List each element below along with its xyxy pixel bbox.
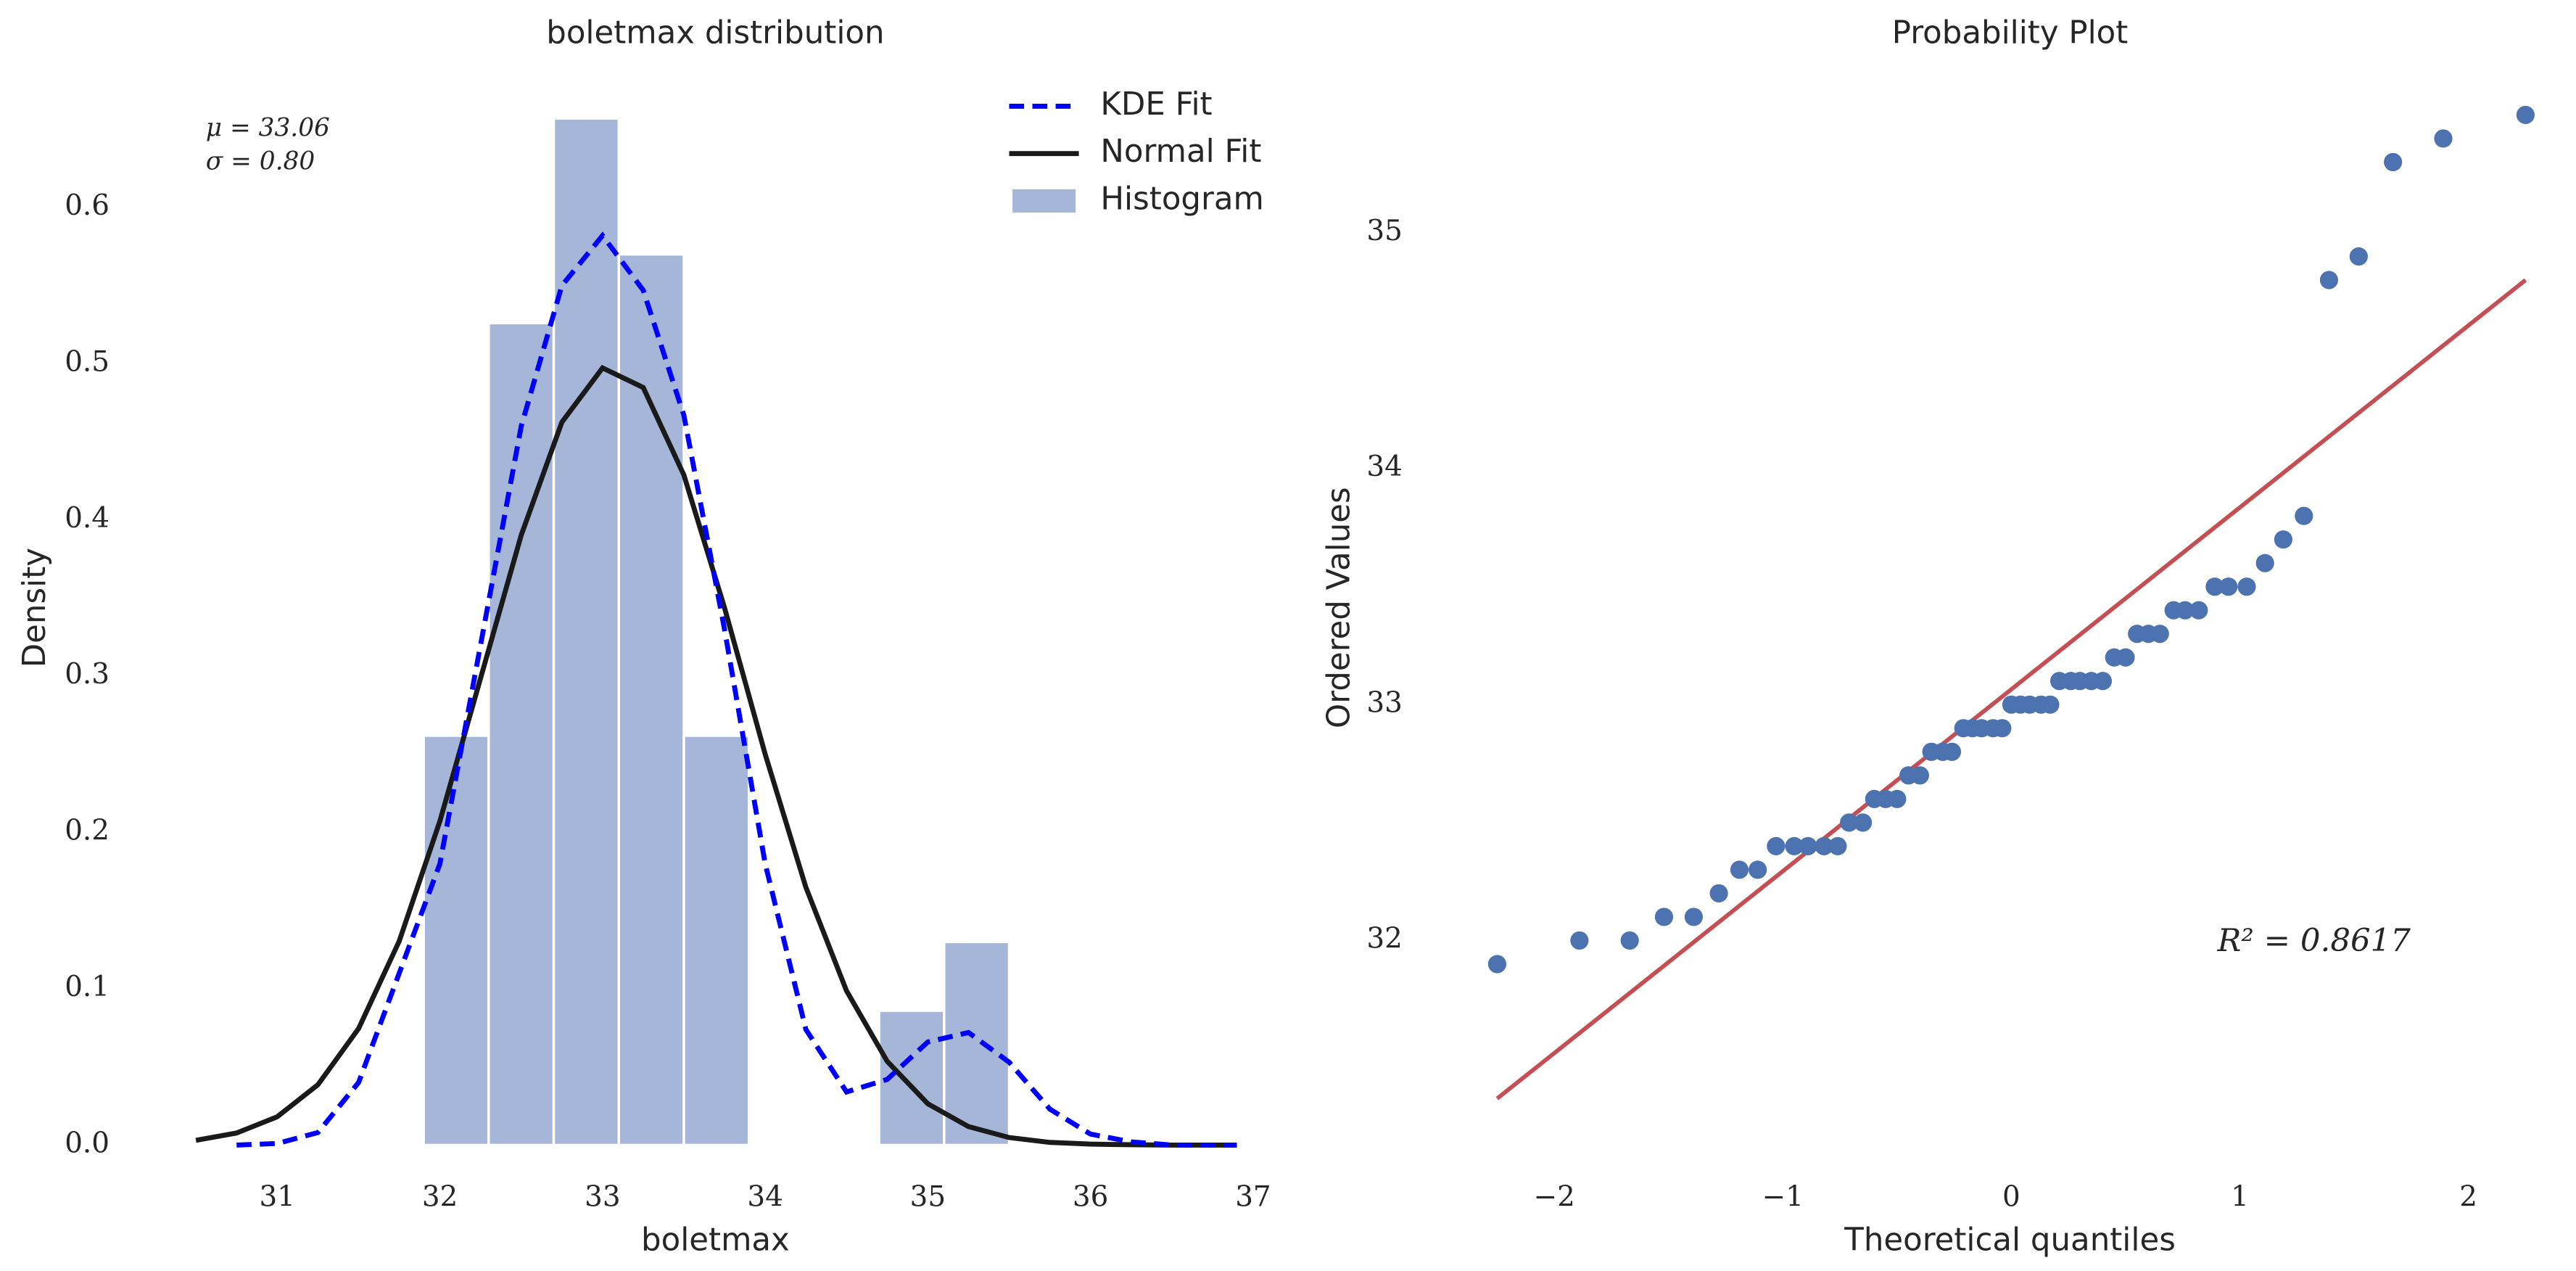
data-point bbox=[1709, 884, 1728, 902]
legend-label: KDE Fit bbox=[1100, 86, 1212, 123]
y-tick-label: 34 bbox=[1366, 451, 1402, 483]
chart-title: Probability Plot bbox=[1892, 15, 2129, 52]
data-point bbox=[1799, 836, 1817, 855]
data-point bbox=[2205, 577, 2224, 596]
x-tick-label: 34 bbox=[747, 1180, 783, 1213]
x-tick-label: 0 bbox=[2002, 1180, 2020, 1213]
x-tick-label: −1 bbox=[1762, 1180, 1804, 1213]
fit-line bbox=[236, 231, 1237, 1148]
x-tick-label: 37 bbox=[1235, 1180, 1271, 1213]
x-axis-label: boletmax bbox=[641, 1222, 790, 1258]
fit-line bbox=[195, 364, 1237, 1148]
x-tick-label: 35 bbox=[910, 1180, 946, 1213]
y-tick-label: 0.5 bbox=[65, 345, 110, 378]
histogram-bar bbox=[487, 321, 556, 1147]
data-point bbox=[1570, 931, 1589, 950]
y-tick-label: 0.6 bbox=[65, 189, 110, 222]
fit-line bbox=[1495, 278, 2527, 1101]
chart-title: boletmax distribution bbox=[546, 15, 884, 52]
legend-swatch bbox=[1012, 189, 1076, 213]
y-tick-label: 0.0 bbox=[65, 1127, 110, 1159]
data-point bbox=[2189, 601, 2208, 620]
y-tick-label: 0.3 bbox=[65, 658, 110, 691]
data-point bbox=[1888, 789, 1907, 808]
data-point bbox=[2150, 625, 2169, 643]
legend-label: Histogram bbox=[1100, 181, 1264, 217]
data-point bbox=[1654, 908, 1674, 926]
data-point bbox=[2384, 152, 2403, 172]
data-point bbox=[2116, 648, 2135, 667]
x-tick-label: 1 bbox=[2231, 1180, 2249, 1213]
data-point bbox=[1993, 719, 2012, 738]
histogram-bar bbox=[422, 734, 490, 1147]
data-point bbox=[2319, 271, 2339, 289]
annotation: μ = 33.06 bbox=[206, 114, 330, 143]
y-tick-label: 32 bbox=[1366, 922, 1402, 955]
y-axis-label: Ordered Values bbox=[1321, 487, 1358, 728]
x-tick-label: 36 bbox=[1073, 1180, 1108, 1213]
data-point bbox=[2516, 105, 2535, 124]
data-point bbox=[1828, 836, 1847, 855]
y-axis-label: Density bbox=[17, 548, 53, 667]
x-tick-label: 32 bbox=[422, 1180, 458, 1213]
data-point bbox=[2176, 601, 2195, 620]
data-point bbox=[1730, 860, 1749, 879]
data-point bbox=[1854, 813, 1873, 832]
x-tick-label: 33 bbox=[585, 1180, 621, 1213]
data-point bbox=[2295, 506, 2313, 525]
data-point bbox=[1620, 931, 1639, 950]
y-tick-label: 33 bbox=[1366, 686, 1402, 719]
data-point bbox=[1910, 766, 1929, 785]
data-point bbox=[1840, 813, 1859, 832]
data-point bbox=[1767, 836, 1786, 855]
data-point bbox=[2274, 530, 2292, 549]
legend-label: Normal Fit bbox=[1100, 133, 1261, 170]
x-axis-label: Theoretical quantiles bbox=[1844, 1222, 2176, 1258]
y-tick-label: 0.4 bbox=[65, 502, 110, 535]
histogram-bar bbox=[552, 117, 620, 1147]
data-point bbox=[2255, 554, 2274, 572]
x-tick-label: 31 bbox=[260, 1180, 296, 1213]
histogram-bar bbox=[617, 252, 685, 1147]
histogram-bar bbox=[682, 734, 751, 1147]
x-tick-label: −2 bbox=[1534, 1180, 1575, 1213]
data-point bbox=[2219, 577, 2238, 596]
data-point bbox=[1942, 742, 1962, 761]
data-point bbox=[1487, 955, 1507, 974]
x-tick-label: 2 bbox=[2459, 1180, 2477, 1213]
data-point bbox=[1815, 836, 1833, 855]
data-point bbox=[2237, 577, 2256, 596]
y-tick-label: 0.2 bbox=[65, 815, 110, 847]
data-point bbox=[2434, 129, 2453, 148]
data-point bbox=[1785, 836, 1804, 855]
data-point bbox=[2093, 672, 2113, 691]
y-tick-label: 0.1 bbox=[65, 971, 110, 1003]
annotation: R² = 0.8617 bbox=[2217, 923, 2411, 959]
data-point bbox=[2041, 695, 2060, 714]
data-point bbox=[1684, 908, 1704, 926]
histogram-bar bbox=[943, 940, 1011, 1147]
data-point bbox=[2349, 247, 2368, 266]
annotation: σ = 0.80 bbox=[206, 147, 315, 176]
y-tick-label: 35 bbox=[1366, 215, 1402, 247]
data-point bbox=[1749, 860, 1767, 879]
